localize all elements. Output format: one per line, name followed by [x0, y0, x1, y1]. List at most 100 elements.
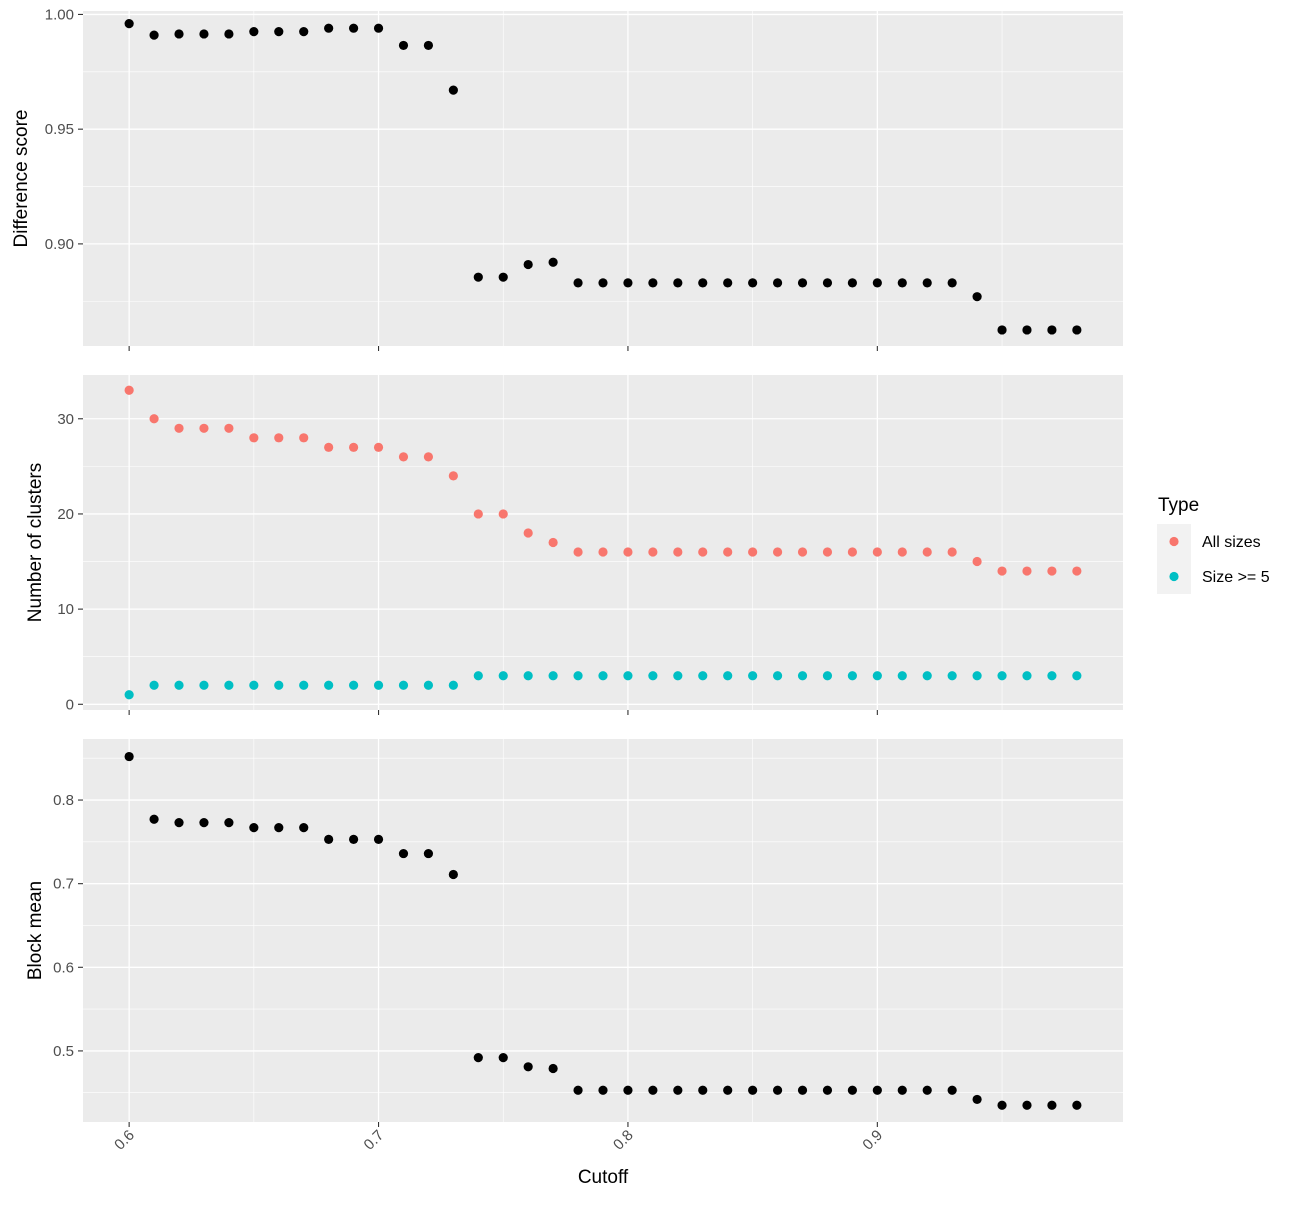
panel-2-point-all-sizes [523, 528, 533, 538]
panel-3-point-series [648, 1085, 658, 1095]
panel-1-point-series [423, 40, 434, 51]
panel-2-point-size-5 [847, 671, 858, 681]
panel-3-background [83, 739, 1123, 1122]
panel-1-point-series [723, 278, 733, 288]
panel-2-point-size-5 [648, 671, 658, 681]
panel-2-point-size-5 [698, 671, 708, 681]
panel-3-point-series [822, 1085, 833, 1095]
panel-3-point-series [897, 1085, 907, 1095]
panel-3-point-series [249, 823, 259, 833]
panel-2-point-all-sizes [149, 414, 159, 424]
panel-2-point-all-sizes [573, 547, 583, 557]
panel-2-y-axis-title: Number of clusters [25, 463, 46, 622]
panel-2-point-size-5 [324, 680, 334, 690]
x-tick-label: 0.6 [111, 1127, 138, 1154]
panel-2-point-size-5 [822, 671, 833, 681]
panel-3-point-series [1047, 1100, 1057, 1110]
panel-3-point-series [598, 1085, 608, 1095]
panel-1-point-series [598, 278, 608, 288]
panel-1-point-series [373, 23, 384, 33]
panel-1-point-series [972, 292, 982, 302]
panel-2-point-all-sizes [398, 452, 409, 462]
panel-2-point-all-sizes [748, 547, 758, 557]
panel-1-point-series [922, 278, 932, 288]
panel-1-point-series [299, 27, 309, 37]
panel-2-point-all-sizes [997, 566, 1007, 576]
panel-3-point-series [498, 1053, 508, 1063]
panel-3-point-series [847, 1085, 858, 1095]
panel-3-y-tick-label: 0.8 [53, 792, 74, 809]
panel-2-point-all-sizes [897, 547, 907, 557]
panel-2-point-all-sizes [648, 547, 658, 557]
panel-1-point-series [872, 278, 882, 288]
panel-1-point-series [448, 85, 458, 95]
panel-3-point-series [997, 1100, 1007, 1110]
panel-2-point-all-sizes [847, 547, 858, 557]
panel-2-point-size-5 [897, 671, 907, 681]
legend-label-size-5: Size >= 5 [1202, 569, 1270, 586]
panel-2-point-size-5 [548, 671, 558, 681]
panel-2-point-size-5 [673, 671, 683, 681]
panel-3-point-series [922, 1085, 932, 1095]
panel-2-point-all-sizes [498, 509, 508, 519]
panel-1-point-series [573, 278, 583, 288]
panel-3-point-series [124, 751, 134, 762]
panel-1-y-tick-label: 0.90 [45, 236, 74, 253]
panel-2-point-all-sizes [723, 547, 733, 557]
panel-2-point-size-5 [423, 680, 434, 690]
panel-2-point-size-5 [299, 680, 309, 690]
panel-1-point-series [473, 272, 483, 282]
panel-1-point-series [623, 278, 633, 288]
panel-2-point-size-5 [748, 671, 758, 681]
panel-2-point-all-sizes [299, 433, 309, 443]
panel-3-point-series [723, 1085, 733, 1095]
panel-3-point-series [972, 1094, 982, 1105]
panel-1-point-series [1047, 325, 1057, 335]
panel-2-point-size-5 [448, 680, 458, 690]
panel-3-point-series [348, 834, 359, 844]
panel-2-point-size-5 [972, 671, 982, 681]
panel-3-point-series [698, 1085, 708, 1095]
panel-2-point-all-sizes [174, 423, 184, 433]
panel-1-point-series [997, 325, 1007, 335]
panel-2-point-size-5 [922, 671, 932, 681]
panel-1-point-series [324, 23, 334, 33]
panel-1-point-series [548, 257, 558, 267]
panel-2-point-all-sizes [1072, 566, 1082, 576]
panel-2-point-all-sizes [473, 509, 483, 519]
panel-1-point-series [1072, 325, 1082, 335]
panel-1-point-series [648, 278, 658, 288]
panel-1-y-tick-label: 0.95 [45, 121, 74, 138]
panel-3-point-series [398, 848, 409, 859]
panel-2-point-all-sizes [274, 433, 284, 443]
panel-2-point-size-5 [997, 671, 1007, 681]
panel-2-point-size-5 [1047, 671, 1057, 681]
panel-2-point-all-sizes [548, 537, 558, 548]
panel-2-point-size-5 [398, 680, 409, 690]
panel-3-point-series [947, 1085, 957, 1095]
panel-2-point-size-5 [573, 671, 583, 681]
panel-3-point-series [174, 818, 184, 828]
panel-1-point-series [348, 23, 359, 33]
panel-2-point-size-5 [797, 671, 808, 681]
panel-2-point-size-5 [373, 680, 384, 690]
panel-1-point-series [398, 40, 409, 51]
panel-2-point-all-sizes [822, 547, 833, 557]
panel-2-point-all-sizes [673, 547, 683, 557]
panel-3-point-series [548, 1063, 558, 1074]
panel-1-y-tick-label: 1.00 [45, 6, 74, 23]
panel-3-point-series [224, 818, 234, 828]
panel-2-point-size-5 [199, 680, 209, 690]
panel-1-point-series [897, 278, 907, 288]
panel-2-y-tick-label: 10 [57, 601, 74, 618]
legend-title: Type [1158, 495, 1199, 516]
panel-2-point-size-5 [224, 680, 234, 690]
panel-2-point-all-sizes [373, 442, 384, 452]
panel-3-point-series [772, 1085, 783, 1095]
panel-1-background [83, 11, 1123, 346]
panel-1-point-series [673, 278, 683, 288]
panel-2-point-all-sizes [872, 547, 882, 557]
panel-2-y-tick-label: 0 [66, 696, 74, 713]
